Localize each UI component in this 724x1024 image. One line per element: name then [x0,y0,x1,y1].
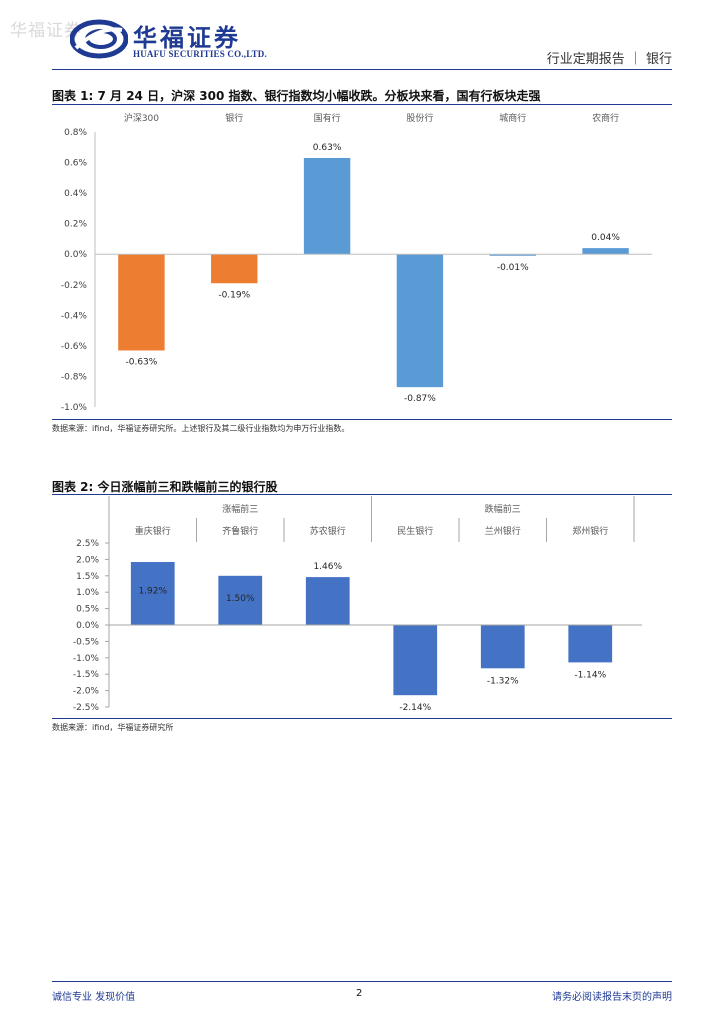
data-label: -0.19% [218,290,250,300]
footer-slogan: 诚信专业 发现价值 [52,992,136,1003]
data-label: -0.01% [497,263,529,273]
bar [218,575,263,625]
footer-divider [52,981,672,982]
y-tick-label: -0.4% [61,311,88,321]
footer-disclaimer: 请务必阅读报告末页的声明 [552,992,672,1003]
data-label: 0.63% [313,143,342,153]
data-label: 1.92% [138,586,167,596]
x-category-label: 国有行 [314,112,341,124]
bar [118,254,165,351]
y-tick-label: 1.0% [76,588,99,598]
page-number: 2 [356,988,363,999]
x-category-label: 重庆银行 [135,525,171,537]
figure2-top-rule [52,494,672,495]
bar [582,248,629,255]
x-category-label: 城商行 [499,112,526,124]
group-label: 跌幅前三 [485,503,521,515]
data-label: -0.87% [404,394,436,404]
y-tick-label: 0.5% [76,605,99,615]
bar [393,625,438,696]
x-category-label: 股份行 [406,112,433,124]
y-tick-label: 0.8% [64,128,87,138]
data-label: 1.50% [226,594,255,604]
x-category-label: 齐鲁银行 [222,525,258,537]
header-divider [52,69,672,70]
x-category-label: 兰州银行 [485,525,521,537]
x-category-label: 银行 [225,112,243,124]
data-label: 1.46% [313,562,342,572]
figure2-bottom-rule [52,718,672,719]
data-label: -1.14% [574,670,606,680]
y-tick-label: -0.6% [61,342,88,352]
y-tick-label: 1.5% [76,572,99,582]
bar [489,254,536,256]
company-logo: 华福证券 HUAFU SECURITIES CO.,LTD. [70,16,270,62]
x-category-label: 郑州银行 [572,525,608,537]
y-tick-label: 0.6% [64,159,87,169]
x-category-label: 农商行 [592,112,619,124]
y-tick-label: 2.5% [76,539,99,549]
figure2-source: 数据来源：ifind，华福证券研究所 [52,723,174,732]
y-tick-label: 0.0% [64,250,87,260]
y-tick-label: 0.2% [64,220,87,230]
y-tick-label: -2.5% [73,703,100,713]
bar [303,157,351,255]
data-label: -0.63% [125,357,157,367]
data-label: -2.14% [399,703,431,713]
y-tick-label: -1.0% [61,403,88,413]
figure1-title: 图表 1: 7 月 24 日，沪深 300 指数、银行指数均小幅收跌。分板块来看… [52,89,541,103]
bar [396,254,444,388]
logo-swirl-icon [70,19,128,59]
y-tick-label: -1.5% [73,670,100,680]
group-label: 涨幅前三 [222,503,258,515]
report-type-label: 行业定期报告 ｜ 银行 [546,52,672,67]
logo-english-name: HUAFU SECURITIES CO.,LTD. [133,49,267,59]
y-tick-label: 0.0% [76,621,99,631]
logo-chinese-name: 华福证券 [133,23,241,52]
watermark-text: 华福证券 [10,21,82,41]
y-tick-label: -1.0% [73,654,100,664]
figure1-bottom-rule [52,419,672,420]
figure2-bar-chart: 涨幅前三 跌幅前三 2.5% 2.0% 1.5% 1.0% 0.5% 0.0% -0.5% -1.… [73,496,642,713]
data-label: 0.04% [591,233,620,243]
y-tick-label: -0.5% [73,637,100,647]
y-tick-label: -2.0% [73,687,100,697]
bar [480,625,525,669]
bar [568,625,613,663]
y-tick-label: -0.2% [61,281,88,291]
y-tick-label: 0.4% [64,189,87,199]
figure1-top-rule [52,104,672,105]
y-tick-label: -0.8% [61,372,88,382]
data-label: -1.32% [487,676,519,686]
bar [211,254,258,284]
x-category-label: 沪深300 [124,112,159,124]
x-category-label: 民生银行 [397,525,433,537]
bar [130,562,175,625]
figure1-source: 数据来源：ifind，华福证券研究所。上述银行及其二级行业指数均为申万行业指数。 [52,424,350,433]
y-tick-label: 2.0% [76,555,99,565]
figure1-bar-chart: 0.8% 0.6% 0.4% 0.2% 0.0% -0.2% -0.4% -0.6% -0.8%… [61,112,652,413]
figure2-title: 图表 2: 今日涨幅前三和跌幅前三的银行股 [52,480,278,494]
bar [305,577,350,625]
x-category-label: 苏农银行 [310,525,346,537]
